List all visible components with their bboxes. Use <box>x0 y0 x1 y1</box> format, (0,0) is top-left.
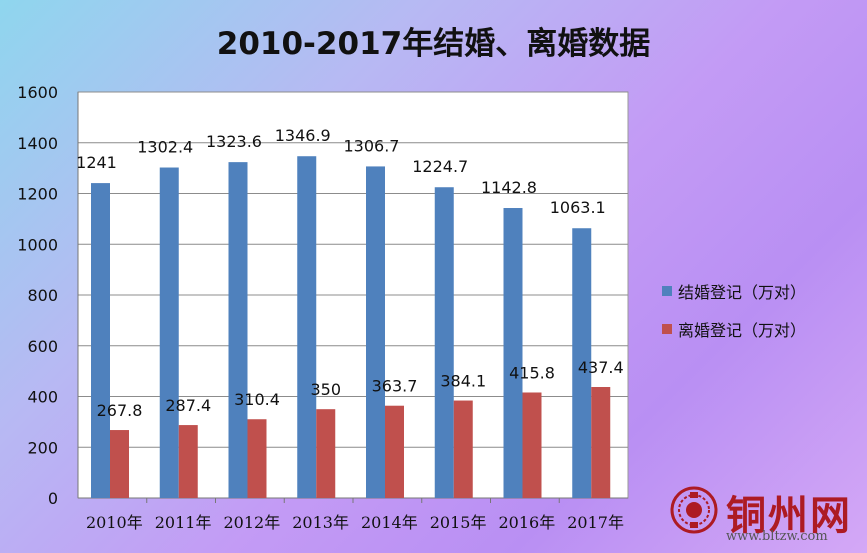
x-tick-label: 2013年 <box>292 513 349 532</box>
bar-divorced <box>385 405 404 498</box>
bar-married <box>159 167 179 499</box>
bar-divorced <box>316 409 336 498</box>
bar-divorced <box>591 387 611 498</box>
legend-swatch-married <box>662 286 672 296</box>
x-tick-label: 2017年 <box>567 513 624 532</box>
data-label-divorced: 350 <box>310 380 341 399</box>
legend-item-divorced: 离婚登记（万对） <box>662 320 807 340</box>
bar-married <box>434 187 454 499</box>
y-tick-label: 1200 <box>17 185 58 204</box>
x-tick-label: 2010年 <box>86 513 143 532</box>
data-label-married: 1306.7 <box>344 136 400 155</box>
legend-item-married: 结婚登记（万对） <box>662 282 807 302</box>
bar-married <box>297 156 317 498</box>
bar-married <box>503 208 523 498</box>
data-label-divorced: 267.8 <box>97 401 143 420</box>
data-label-divorced: 384.1 <box>440 372 486 391</box>
bar-divorced <box>247 419 267 498</box>
chart-legend: 结婚登记（万对） 离婚登记（万对） <box>662 282 806 358</box>
legend-swatch-divorced <box>662 324 672 334</box>
site-watermark: 铜州网 www.bltzw.com <box>664 483 864 551</box>
data-label-divorced: 437.4 <box>578 358 624 377</box>
data-label-married: 1224.7 <box>412 157 468 176</box>
data-label-divorced: 310.4 <box>234 390 280 409</box>
bar-divorced <box>110 430 129 498</box>
y-tick-label: 600 <box>27 337 58 356</box>
y-tick-label: 0 <box>48 489 58 508</box>
x-tick-label: 2012年 <box>224 513 281 532</box>
data-label-divorced: 415.8 <box>509 363 555 382</box>
data-label-divorced: 363.7 <box>372 377 418 396</box>
bar-married <box>366 166 385 499</box>
data-label-married: 1063.1 <box>550 198 606 217</box>
y-tick-label: 1600 <box>17 83 58 102</box>
x-tick-label: 2011年 <box>155 513 212 532</box>
x-tick-label: 2016年 <box>499 513 556 532</box>
bar-divorced <box>178 425 198 498</box>
data-label-married: 1346.9 <box>275 126 331 145</box>
y-tick-label: 200 <box>27 438 58 457</box>
bar-divorced <box>522 392 542 498</box>
x-tick-label: 2014年 <box>361 513 418 532</box>
data-label-married: 1302.4 <box>137 138 193 157</box>
watermark-name: 铜州网 <box>726 492 852 539</box>
legend-label-married: 结婚登记（万对） <box>678 283 807 302</box>
x-tick-label: 2015年 <box>430 513 487 532</box>
y-tick-label: 800 <box>27 286 58 305</box>
seal-logo-icon <box>670 486 718 534</box>
data-label-divorced: 287.4 <box>165 396 211 415</box>
bar-married <box>91 183 110 498</box>
legend-label-divorced: 离婚登记（万对） <box>678 321 807 340</box>
bar-married <box>228 162 248 498</box>
y-tick-label: 1400 <box>17 134 58 153</box>
y-tick-label: 400 <box>27 388 58 407</box>
data-label-married: 1142.8 <box>481 178 537 197</box>
y-tick-label: 1000 <box>17 235 58 254</box>
watermark-url: www.bltzw.com <box>726 529 828 544</box>
bar-married <box>572 228 592 498</box>
data-label-married: 1323.6 <box>206 132 262 151</box>
data-label-married: 1241 <box>76 153 117 172</box>
bar-divorced <box>453 400 473 498</box>
chart-title: 2010-2017年结婚、离婚数据 <box>216 26 651 62</box>
